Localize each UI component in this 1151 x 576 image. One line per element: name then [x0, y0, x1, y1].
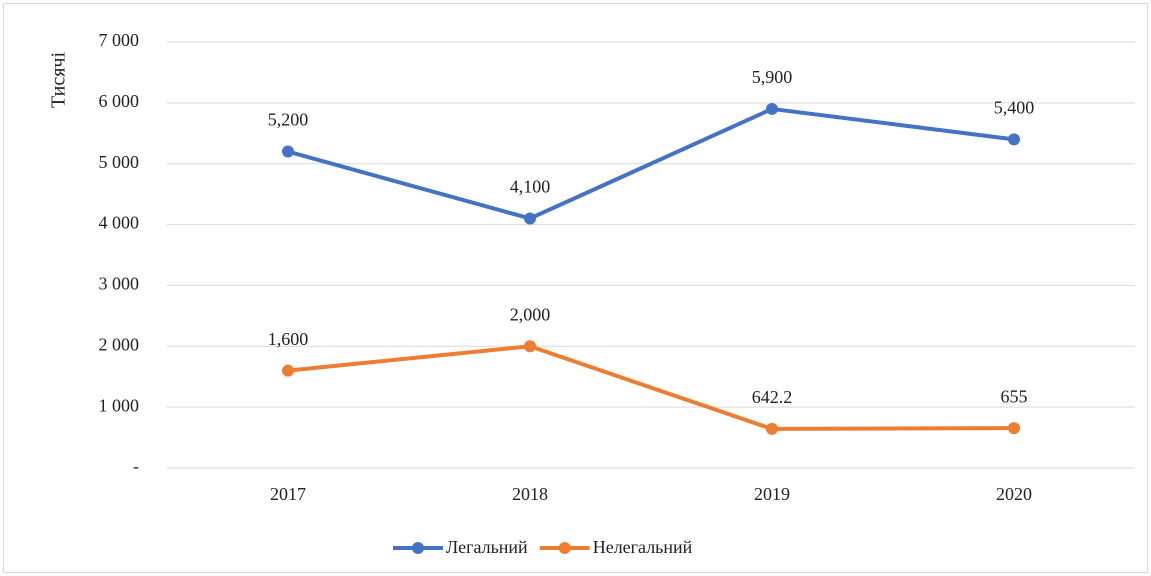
x-tick-label: 2020	[996, 484, 1032, 504]
legend-marker	[558, 542, 571, 554]
y-tick-label: -	[133, 456, 139, 476]
data-label: 1,600	[268, 329, 309, 349]
data-label: 5,400	[994, 97, 1035, 117]
y-tick-label: 4 000	[99, 213, 140, 233]
data-label: 642.2	[752, 387, 793, 407]
y-tick-label: 6 000	[99, 91, 140, 111]
x-tick-label: 2017	[270, 484, 306, 504]
y-tick-label: 7 000	[99, 30, 140, 50]
legend-label: Нелегальний	[593, 537, 693, 557]
series-line	[287, 344, 1015, 431]
data-label: 655	[1001, 386, 1028, 406]
data-point	[282, 364, 294, 377]
x-tick-label: 2018	[512, 484, 548, 504]
data-point	[524, 340, 536, 353]
legend-label: Легальний	[446, 537, 528, 557]
data-point	[282, 145, 294, 158]
x-tick-label: 2019	[754, 484, 790, 504]
data-label: 5,900	[752, 67, 793, 87]
data-point	[766, 422, 778, 435]
legend-marker	[412, 542, 424, 554]
y-tick-label: 2 000	[99, 334, 140, 354]
data-label: 4,100	[510, 177, 551, 197]
data-point	[524, 212, 536, 225]
data-point	[1008, 422, 1020, 435]
data-point	[766, 102, 778, 115]
y-axis-label: Тисячі	[48, 52, 70, 109]
data-label: 5,200	[268, 110, 309, 130]
y-tick-label: 1 000	[99, 395, 140, 415]
data-point	[1008, 133, 1020, 146]
y-tick-label: 5 000	[99, 152, 140, 172]
series-line	[287, 106, 1015, 221]
data-label: 2,000	[510, 304, 551, 324]
y-tick-label: 3 000	[99, 274, 140, 294]
chart-border	[3, 3, 1148, 573]
